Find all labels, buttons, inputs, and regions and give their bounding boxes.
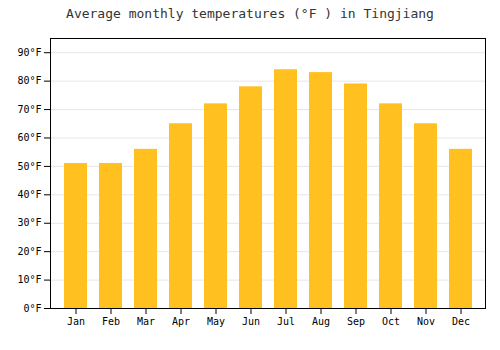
svg-text:70°F: 70°F (17, 104, 41, 115)
svg-text:80°F: 80°F (17, 75, 41, 86)
svg-text:0°F: 0°F (23, 303, 41, 314)
svg-text:Dec: Dec (452, 316, 470, 327)
svg-text:Apr: Apr (172, 316, 190, 327)
svg-text:60°F: 60°F (17, 132, 41, 143)
svg-text:Mar: Mar (137, 316, 155, 327)
svg-text:Aug: Aug (312, 316, 330, 327)
svg-text:40°F: 40°F (17, 189, 41, 200)
svg-text:Jun: Jun (242, 316, 260, 327)
svg-text:20°F: 20°F (17, 246, 41, 257)
svg-text:50°F: 50°F (17, 161, 41, 172)
svg-text:Jul: Jul (277, 316, 295, 327)
svg-text:Nov: Nov (417, 316, 435, 327)
svg-text:Feb: Feb (102, 316, 120, 327)
svg-text:Oct: Oct (382, 316, 400, 327)
html-text:Average monthly temperatures (: Average monthly temperatures (°F ) in Ti… (66, 6, 434, 21)
svg-text:10°F: 10°F (17, 274, 41, 285)
svg-text:Jan: Jan (67, 316, 85, 327)
svg-text:30°F: 30°F (17, 217, 41, 228)
svg-text:May: May (207, 316, 225, 327)
svg-text:90°F: 90°F (17, 47, 41, 58)
svg-text:Sep: Sep (347, 316, 365, 327)
